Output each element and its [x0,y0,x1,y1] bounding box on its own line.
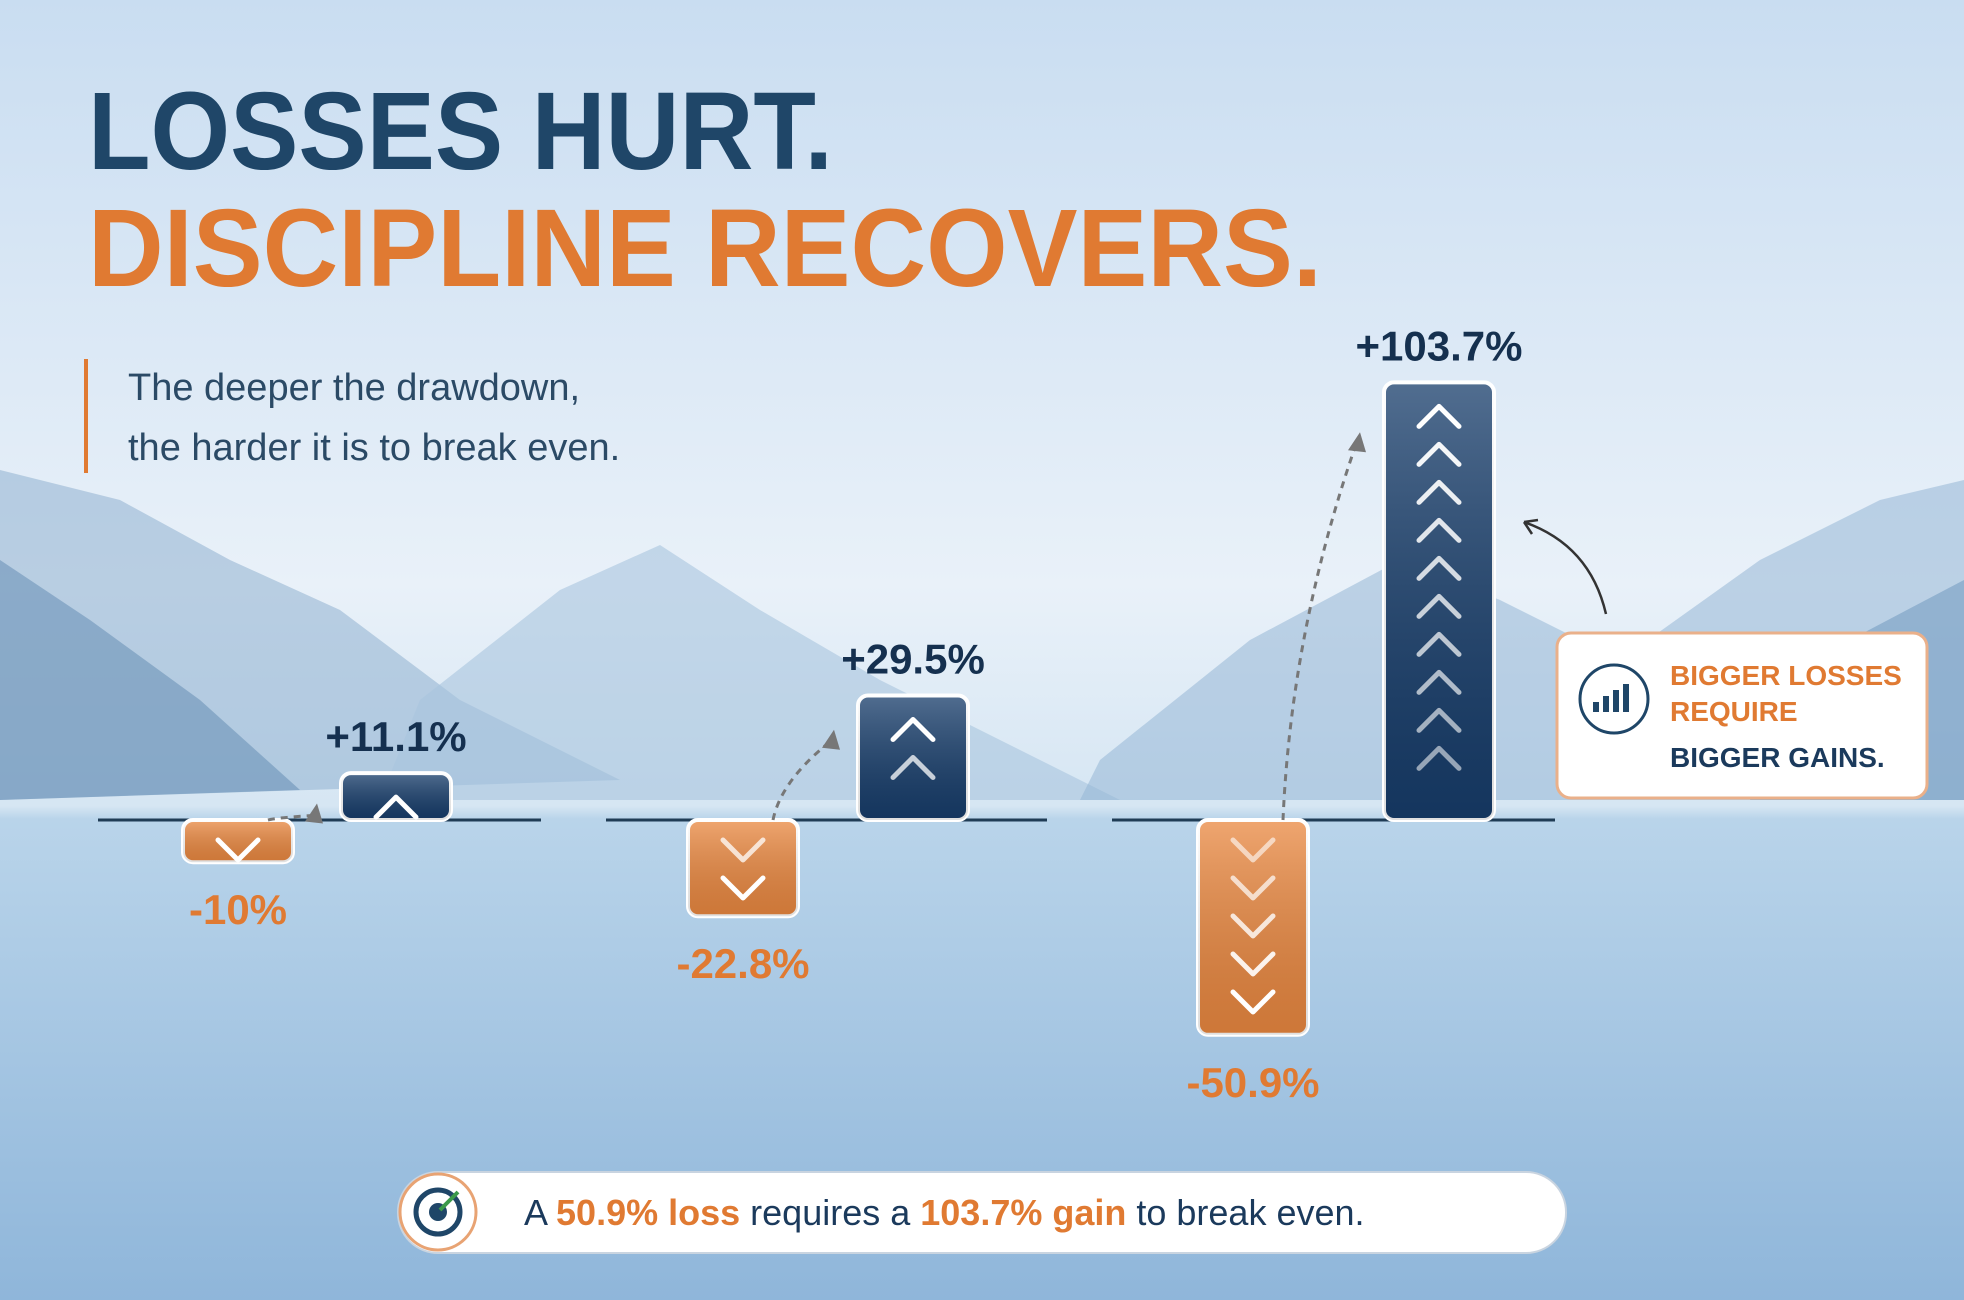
bar-sheen [183,820,293,863]
footer-icon-ring [413,1187,463,1237]
chevron [1230,951,1276,977]
bars: -10% +11.1% -22.8% +29.5% -50.9% +103.7% [98,322,1555,1106]
footer-pill [397,1171,1567,1254]
chevron [1230,913,1276,939]
recovery-arrow [1281,443,1358,821]
chevron [1416,441,1462,467]
mountain [0,560,300,800]
chevron [373,794,419,820]
callout-arrowhead [1522,518,1539,535]
bar-sheen [1384,382,1494,820]
callout-arrow [1523,520,1608,615]
callout-line: BIGGER GAINS. [1670,742,1885,773]
loss-label: -22.8% [676,940,809,987]
recovery-arrowhead [305,803,323,824]
loss-label: -50.9% [1186,1059,1319,1106]
recovery-arrowhead [822,729,840,750]
footer-part: A [524,1192,556,1233]
chevron [1230,989,1276,1015]
callout-line: REQUIRE [1670,696,1798,727]
chevron [890,717,936,743]
chevron [1416,555,1462,581]
recovery-arrowhead [1348,432,1366,453]
chevron [1416,631,1462,657]
loss-label: -10% [189,886,287,933]
chevron [720,875,766,901]
gain-label: +103.7% [1356,322,1523,369]
chevron [1416,479,1462,505]
footer-part: 50.9% loss [556,1192,740,1233]
chevron [1230,875,1276,901]
chevron [1416,593,1462,619]
bar-sheen [1198,820,1308,1035]
chevron [720,837,766,863]
chevron [1416,669,1462,695]
footer-part: to break even. [1126,1192,1364,1233]
chevron [890,755,936,781]
chevron [215,837,261,863]
chevron [1416,517,1462,543]
chevron [1230,837,1276,863]
callout-line: BIGGER LOSSES [1670,660,1902,691]
chevron [1416,707,1462,733]
bar-sheen [688,820,798,917]
callout-box [1555,631,1929,800]
title-line: LOSSES HURT. [88,70,833,193]
title-line: DISCIPLINE RECOVERS. [88,187,1322,310]
gain-label: +29.5% [841,636,985,683]
footer-icon-arrow [438,1190,460,1212]
footer: A 50.9% loss requires a 103.7% gain to b… [397,1171,1567,1254]
recovery-arrow [771,740,831,821]
subtitle-line: The deeper the drawdown, [128,367,580,409]
callout: BIGGER LOSSES REQUIRE BIGGER GAINS. [1522,518,1929,800]
recovery-arrow [267,814,314,822]
chevron [1416,403,1462,429]
subtitle-line: the harder it is to break even. [128,427,620,469]
footer-part: 103.7% gain [920,1192,1126,1233]
chevron [1416,745,1462,771]
gain-label: +11.1% [325,713,466,760]
callout-icon-bars [1593,684,1629,712]
footer-part: requires a [740,1192,920,1233]
subtitle-bar [84,359,88,473]
footer-text: A 50.9% loss requires a 103.7% gain to b… [524,1192,1365,1233]
